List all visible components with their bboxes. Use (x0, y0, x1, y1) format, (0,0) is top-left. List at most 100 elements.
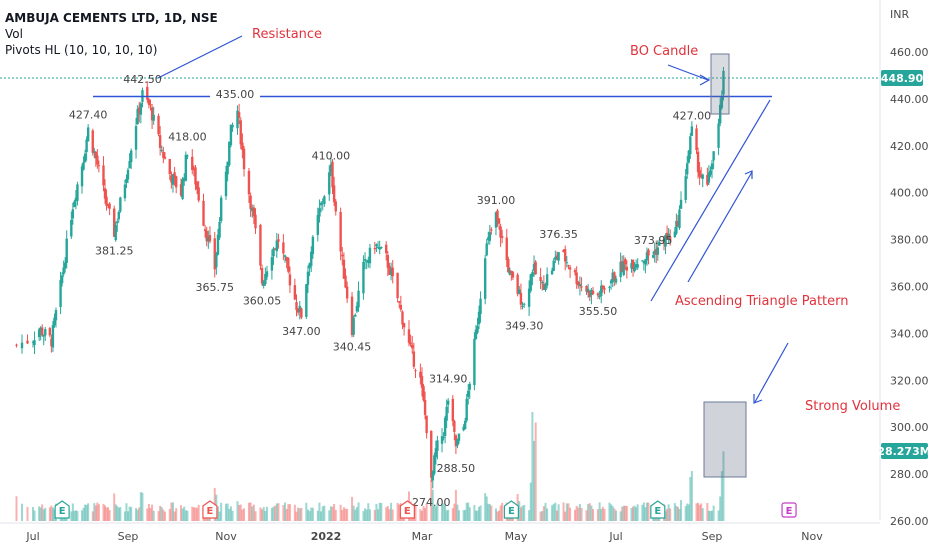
volume-bar (468, 507, 471, 521)
resistance-pointer (157, 35, 243, 79)
resistance-level-label: 435.00 (216, 88, 255, 101)
volume-bar (669, 508, 672, 521)
volume-bar (622, 505, 625, 521)
candle-body (213, 238, 216, 270)
volume-bar (252, 504, 255, 521)
volume-bar (216, 506, 219, 521)
volume-bar (298, 508, 301, 521)
volume-bar (102, 503, 105, 521)
candle-body (710, 163, 714, 170)
volume-bar (562, 502, 565, 521)
volume-bar (321, 506, 324, 521)
volume-bar (445, 510, 448, 521)
volume-bar (53, 509, 56, 521)
volume-bar (596, 509, 599, 521)
volume-bar (128, 506, 131, 521)
volume-bar (697, 502, 700, 521)
volume-bar (71, 503, 74, 521)
volume-bar (590, 505, 593, 521)
volume-bar (139, 492, 142, 521)
candle-body (431, 471, 434, 481)
earnings-marker-box (650, 500, 666, 519)
candle-body (108, 203, 111, 209)
earnings-marker-reported[interactable]: E (503, 500, 519, 519)
volume-bar (328, 510, 331, 521)
volume-bar (534, 422, 537, 521)
volume-bar (342, 507, 345, 521)
earnings-marker-box (503, 500, 519, 519)
volume-highlight (703, 401, 747, 478)
candle-body (411, 344, 414, 349)
time-axis[interactable]: Jul Sep Nov 2022 Mar May Jul Sep Nov (25, 530, 823, 543)
triangle-arrowhead (744, 170, 753, 179)
volume-bar (484, 493, 487, 521)
bo-candle-arrowhead (699, 74, 711, 86)
pivot-label: 410.00 (312, 149, 351, 162)
volume-bar (21, 503, 23, 521)
volume-bar (225, 503, 227, 521)
candle-body (162, 151, 165, 158)
candle-body (454, 435, 458, 447)
price-tick: 280.00 (890, 468, 929, 481)
candle-body (306, 271, 310, 285)
volume-bar (329, 506, 332, 521)
candle-body (20, 342, 24, 349)
volume-bar (542, 506, 545, 521)
volume-bar (441, 504, 444, 521)
candle-body (251, 207, 254, 212)
volume-bar (87, 503, 90, 521)
earnings-marker-reported[interactable]: E (54, 500, 70, 519)
candle-body (60, 275, 64, 284)
earnings-marker-upcoming[interactable]: E (781, 502, 797, 518)
candle-body (662, 239, 666, 245)
candle-body (598, 296, 601, 298)
candle-body (412, 351, 416, 367)
candle-body (376, 246, 380, 248)
earnings-marker-missed[interactable]: E (399, 500, 415, 519)
volume-bar (377, 509, 380, 521)
currency-label: INR (890, 8, 909, 21)
candle-body (596, 293, 600, 296)
candle-body (44, 329, 47, 336)
candle-body (586, 288, 590, 293)
candle-body (285, 257, 288, 261)
volume-bar (613, 508, 616, 521)
candle-body (203, 229, 207, 231)
volume-bar (352, 505, 355, 521)
volume-bar (85, 504, 88, 521)
volume-bar (621, 506, 624, 521)
candle-body (531, 272, 534, 277)
candle-body (699, 175, 703, 178)
volume-bar (578, 504, 581, 521)
candle-body (385, 244, 388, 254)
candle-body (318, 208, 321, 217)
candle-body (344, 275, 347, 288)
candle-body (544, 285, 547, 290)
candle-body (277, 239, 280, 242)
candle-body (695, 128, 698, 151)
earnings-marker-reported[interactable]: E (650, 500, 666, 519)
candle-body (608, 286, 611, 288)
earnings-marker-box (399, 500, 415, 519)
candle-body (527, 288, 531, 307)
volume-bar (105, 507, 108, 521)
candle-body (216, 234, 220, 255)
volume-indicator-label: Vol (5, 27, 23, 41)
earnings-marker-missed[interactable]: E (202, 500, 218, 519)
volume-bar (611, 506, 614, 521)
candle-body (265, 271, 269, 277)
candle-body (181, 179, 184, 199)
price-tick: 440.00 (890, 93, 929, 106)
volume-bar (687, 504, 690, 521)
candle-body (305, 284, 308, 317)
candle-body (690, 126, 694, 136)
candle-body (328, 172, 331, 195)
volume-bar (226, 503, 229, 521)
volume-bar (630, 508, 633, 521)
volume-bar (695, 503, 698, 521)
volume-bar (146, 508, 149, 521)
pivot-label: 288.50 (437, 462, 476, 475)
price-axis[interactable]: 460.00 440.00 420.00 400.00 380.00 360.00 340.… (890, 46, 929, 528)
